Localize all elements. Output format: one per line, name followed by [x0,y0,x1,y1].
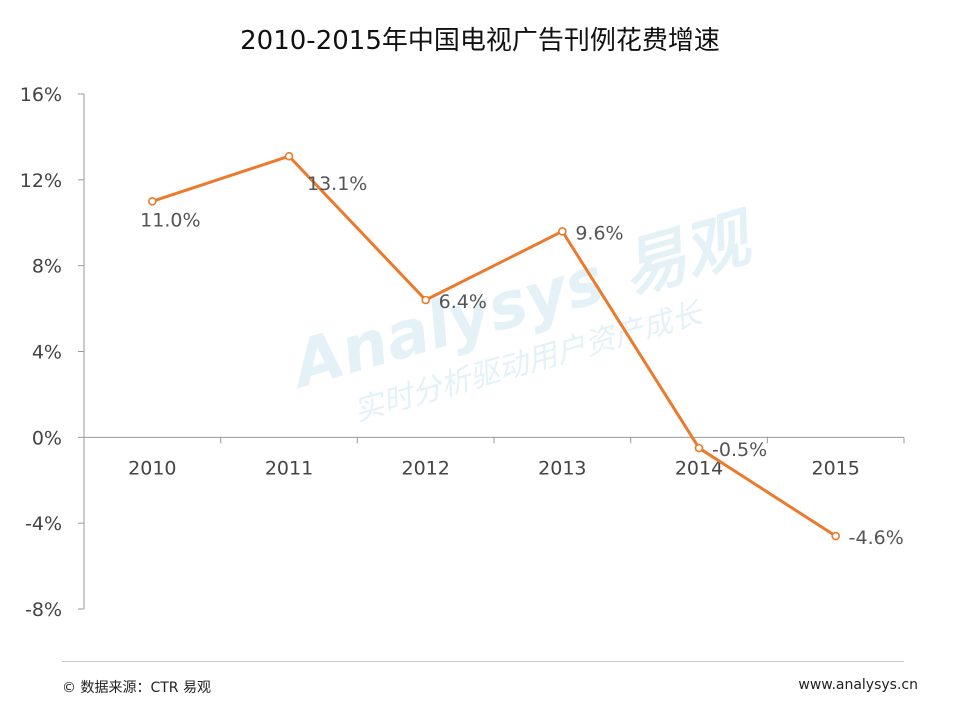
data-point [284,151,294,161]
data-label: 9.6% [575,222,623,244]
data-label: 6.4% [439,291,487,313]
chart-title: 2010-2015年中国电视广告刊例花费增速 [240,26,720,56]
x-tick-label: 2011 [265,457,313,479]
y-tick-label: 0% [32,427,62,449]
series-line [148,151,840,541]
y-tick-label: -8% [25,599,62,621]
footer-url: www.analysys.cn [798,677,918,693]
data-point [831,531,840,541]
footer-source: © 数据来源：CTR 易观 [62,680,211,696]
series-polyline [151,154,837,538]
y-tick-label: 12% [20,170,62,192]
y-tick-label: 4% [32,342,62,364]
data-labels: 11.0% 13.1% 6.4% 9.6% -0.5% -4.6% [140,173,904,549]
data-point [694,443,704,453]
data-point [558,227,567,236]
y-tick-label: 8% [32,256,62,278]
x-tick-label: 2015 [811,457,859,479]
footer-divider [62,661,904,662]
data-label: -4.6% [849,527,904,549]
x-tick-label: 2012 [401,457,449,479]
x-tick-label: 2010 [128,457,176,479]
data-point [148,196,157,206]
watermark: Analysys 易观 实时分析驱动用户资产成长 [280,200,765,429]
data-point [421,295,430,305]
data-label: 13.1% [307,173,367,195]
x-tick-label: 2013 [538,457,586,479]
y-tick-label: -4% [25,513,62,535]
x-tick-label: 2014 [675,457,723,479]
data-label: -0.5% [712,439,767,461]
y-tick-label: 16% [20,84,62,106]
axes: -8% -4% 0% 4% 8% 12% 16% 2010 2011 2012 2013 2014 20… [20,84,905,621]
data-label: 11.0% [140,209,200,231]
